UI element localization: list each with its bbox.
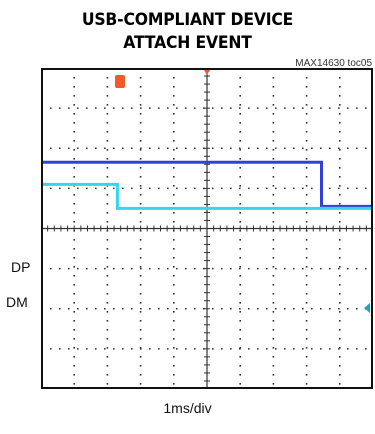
oscilloscope-screen [41,68,373,389]
x-axis-label: 1ms/div [163,400,212,416]
trigger-position-marker [204,70,210,75]
chart-title-line1: USB-COMPLIANT DEVICE [81,10,294,30]
figure-reference: MAX14630 toc05 [295,58,372,69]
dm-channel-label: DM [6,294,28,310]
trace-dp [41,160,373,208]
dp-channel-label: DP [11,259,31,275]
ground-reference-marker [364,303,370,313]
trace-dm [41,182,373,210]
chart-title-line2: ATTACH EVENT [123,33,252,53]
trigger-marker-icon [115,75,125,88]
scope-frame [41,68,373,389]
